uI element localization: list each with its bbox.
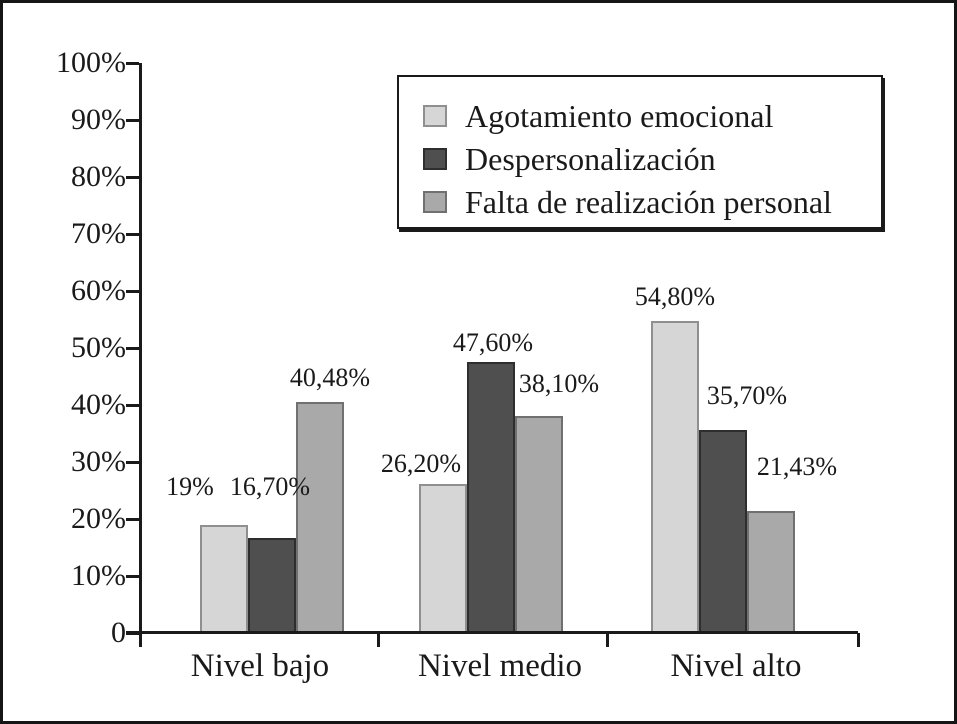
bar-value-label: 26,20% xyxy=(380,449,462,478)
y-axis-tick xyxy=(126,461,139,464)
bar-despersonalizaci-n-2 xyxy=(467,362,515,633)
x-axis-line xyxy=(126,631,858,634)
x-axis-tick xyxy=(857,633,860,647)
y-axis-tick xyxy=(126,347,139,350)
y-axis-tick-label: 30% xyxy=(71,445,126,478)
y-axis-tick-label: 10% xyxy=(71,559,126,592)
legend-label: Falta de realización personal xyxy=(465,183,832,220)
x-axis-tick xyxy=(377,633,380,647)
legend-swatch-falta-de-realizacion-personal xyxy=(423,190,447,213)
y-axis-tick-label: 40% xyxy=(71,388,126,421)
legend-swatch-agotamiento-emocional xyxy=(423,104,447,127)
bar-despersonalizaci-n-1 xyxy=(248,538,296,633)
y-axis-tick xyxy=(126,176,139,179)
y-axis-tick xyxy=(126,404,139,407)
bar-agotamiento-emocional-1 xyxy=(200,525,248,633)
bar-value-label: 16,70% xyxy=(229,472,311,501)
y-axis-tick-label: 0 xyxy=(111,616,126,649)
y-axis-tick xyxy=(126,575,139,578)
bar-falta-de-realizaci-n-personal-3 xyxy=(747,511,795,633)
bar-despersonalizaci-n-3 xyxy=(699,430,747,633)
y-axis-tick xyxy=(126,62,139,65)
bar-value-label: 40,48% xyxy=(289,363,371,392)
legend-label: Agotamiento emocional xyxy=(465,97,774,134)
y-axis-tick xyxy=(126,119,139,122)
legend-swatch-despersonalizacion xyxy=(423,147,447,170)
y-axis-tick xyxy=(126,233,139,236)
bar-falta-de-realizaci-n-personal-2 xyxy=(515,416,563,633)
legend-label: Despersonalización xyxy=(465,140,716,177)
y-axis-line xyxy=(139,63,142,633)
y-axis-tick-label: 50% xyxy=(71,331,126,364)
legend: Agotamiento emocional Despersonalización… xyxy=(397,75,883,229)
legend-item-falta-de-realizacion-personal: Falta de realización personal xyxy=(423,180,881,223)
plot-area: 100% 90% 80% 70% 60% 50% 40% 30% 20% 10% 0 19% 16,70… xyxy=(3,3,954,721)
y-axis-tick-label: 70% xyxy=(71,217,126,250)
bar-value-label: 54,80% xyxy=(634,282,716,311)
x-axis-category-label: Nivel medio xyxy=(417,648,583,684)
bar-value-label: 35,70% xyxy=(706,381,788,410)
y-axis-tick-label: 100% xyxy=(56,46,126,79)
x-axis-tick xyxy=(139,633,142,647)
bar-value-label: 21,43% xyxy=(756,452,838,481)
y-axis-tick xyxy=(126,632,139,635)
y-axis-tick-label: 60% xyxy=(71,274,126,307)
y-axis-tick xyxy=(126,518,139,521)
bar-value-label: 19% xyxy=(166,472,214,501)
x-axis-tick xyxy=(606,633,609,647)
x-axis-category-label: Nivel alto xyxy=(670,648,802,684)
y-axis-tick-label: 20% xyxy=(71,502,126,535)
bar-value-label: 38,10% xyxy=(518,369,600,398)
y-axis-tick xyxy=(126,290,139,293)
legend-item-despersonalizacion: Despersonalización xyxy=(423,137,881,180)
bar-value-label: 47,60% xyxy=(452,328,534,357)
x-axis-category-label: Nivel bajo xyxy=(190,648,330,684)
bar-agotamiento-emocional-3 xyxy=(651,321,699,633)
y-axis-tick-label: 90% xyxy=(71,103,126,136)
y-axis-tick-label: 80% xyxy=(71,160,126,193)
bar-falta-de-realizaci-n-personal-1 xyxy=(296,402,344,633)
legend-item-agotamiento-emocional: Agotamiento emocional xyxy=(423,94,881,137)
bar-agotamiento-emocional-2 xyxy=(419,484,467,633)
